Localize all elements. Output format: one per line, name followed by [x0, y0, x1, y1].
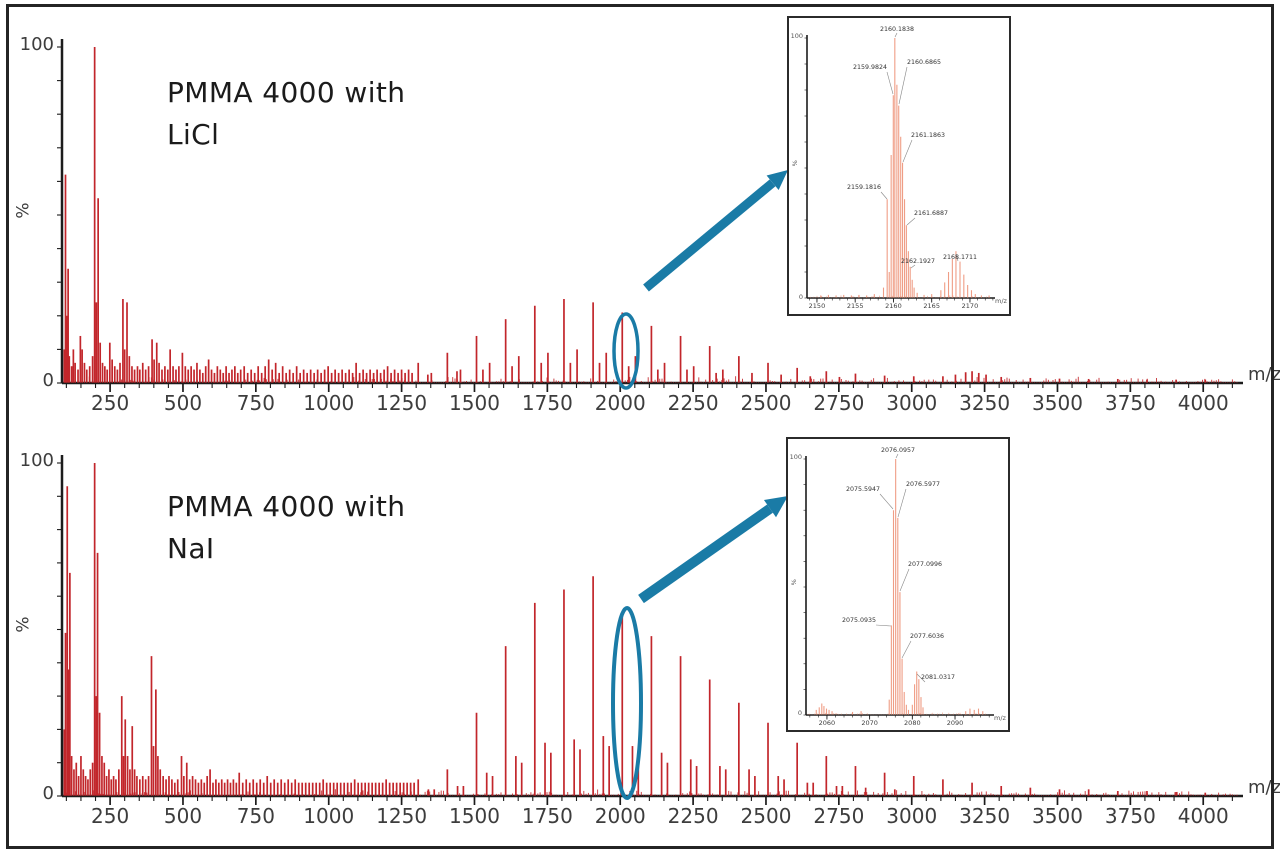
inset-licl-ylabel: % — [790, 160, 799, 167]
peak-annotation: 2076.5977 — [906, 481, 940, 488]
tick-or-peak-label: 1750 — [522, 804, 573, 828]
peak-annotation: 2075.5947 — [846, 486, 880, 493]
tick-or-peak-label: 4000 — [1178, 804, 1229, 828]
tick-or-peak-label: 1500 — [449, 804, 500, 828]
tick-or-peak-label: 2165 — [923, 302, 940, 310]
tick-or-peak-label: 2000 — [595, 391, 646, 415]
y-axis-label-licl: % — [13, 202, 34, 219]
tick-or-peak-label: 3000 — [886, 804, 937, 828]
inset-licl-xlabel: m/z — [995, 297, 1007, 305]
tick-or-peak-label: 2080 — [904, 719, 921, 727]
tick-or-peak-label: 3750 — [1105, 804, 1156, 828]
tick-or-peak-label: 1250 — [376, 804, 427, 828]
tick-or-peak-label: 2090 — [947, 719, 964, 727]
zoom-inset-licl-canvas: 2150 2155 2160 2165 2170 2160.1838 2159.9824 21… — [804, 26, 995, 310]
spectrum-inset-nai: 2060 2070 2080 2090 2076.0957 2075.5947 2076.5… — [803, 447, 994, 727]
tick-or-peak-label: 500 — [164, 391, 202, 415]
tick-or-peak-label: 1250 — [376, 391, 427, 415]
tick-or-peak-label: 1000 — [303, 391, 354, 415]
inset-nai-ylabel: % — [789, 579, 798, 586]
highlight-ellipse-licl — [612, 312, 640, 390]
peak-annotation: 2076.0957 — [881, 447, 915, 454]
inset-licl-ymax-label: 100 — [790, 32, 803, 40]
panel-title-nai: PMMA 4000 with NaI — [167, 486, 405, 570]
tick-or-peak-label: 2170 — [962, 302, 979, 310]
inset-licl-ymin-label: 0 — [798, 293, 803, 301]
zoom-inset-nai-canvas: 2060 2070 2080 2090 2076.0957 2075.5947 2076.5… — [803, 447, 994, 727]
tick-or-peak-label: 2500 — [741, 804, 792, 828]
tick-or-peak-label: 1750 — [522, 391, 573, 415]
peak-annotation: 2160.6865 — [907, 59, 941, 66]
zoom-inset-licl: 2150 2155 2160 2165 2170 2160.1838 2159.9824 21… — [787, 16, 1011, 316]
panel-title-licl: PMMA 4000 with LiCl — [167, 72, 405, 156]
y-min-label-licl: 0 — [42, 370, 54, 391]
tick-or-peak-label: 1000 — [303, 804, 354, 828]
tick-or-peak-label: 500 — [164, 804, 202, 828]
tick-or-peak-label: 2060 — [819, 719, 836, 727]
peak-annotation: 2077.0996 — [908, 561, 942, 568]
peak-annotation: 2159.1816 — [847, 184, 881, 191]
panel-title-licl-line1: PMMA 4000 with — [167, 76, 406, 109]
tick-or-peak-label: 250 — [91, 804, 129, 828]
tick-or-peak-label: 4000 — [1178, 391, 1229, 415]
inset-nai-xlabel: m/z — [994, 714, 1006, 722]
tick-or-peak-label: 3500 — [1032, 391, 1083, 415]
x-axis-label-licl: m/z — [1248, 364, 1280, 385]
tick-or-peak-label: 2500 — [741, 391, 792, 415]
x-axis-label-nai: m/z — [1248, 777, 1280, 798]
y-max-label-nai: 100 — [19, 450, 54, 471]
peak-annotation: 2075.0935 — [842, 617, 876, 624]
peak-annotation: 2077.6036 — [910, 633, 944, 640]
tick-or-peak-label: 2150 — [809, 302, 826, 310]
tick-or-peak-label: 3000 — [886, 391, 937, 415]
peak-annotation: 2168.1711 — [943, 254, 977, 261]
panel-title-nai-line1: PMMA 4000 with — [167, 490, 406, 523]
spectrum-inset-licl: 2150 2155 2160 2165 2170 2160.1838 2159.9824 21… — [804, 26, 995, 310]
panel-title-nai-line2: NaI — [167, 532, 215, 565]
tick-or-peak-label: 1500 — [449, 391, 500, 415]
peak-annotation: 2162.1927 — [901, 258, 935, 265]
zoom-arrow-nai — [638, 496, 788, 604]
tick-or-peak-label: 750 — [237, 804, 275, 828]
tick-or-peak-label: 3750 — [1105, 391, 1156, 415]
inset-nai-ymax-label: 100 — [789, 453, 802, 461]
peak-annotation: 2161.6887 — [914, 210, 948, 217]
y-min-label-nai: 0 — [42, 783, 54, 804]
tick-or-peak-label: 3250 — [959, 391, 1010, 415]
inset-nai-ymin-label: 0 — [797, 709, 802, 717]
panel-title-licl-line2: LiCl — [167, 118, 220, 151]
tick-or-peak-label: 2160 — [885, 302, 902, 310]
tick-or-peak-label: 250 — [91, 391, 129, 415]
tick-or-peak-label: 2070 — [861, 719, 878, 727]
tick-or-peak-label: 2750 — [813, 391, 864, 415]
tick-or-peak-label: 750 — [237, 391, 275, 415]
tick-or-peak-label: 2250 — [668, 391, 719, 415]
zoom-arrow-licl — [643, 170, 788, 292]
tick-or-peak-label: 3250 — [959, 804, 1010, 828]
spectrum-nai: 250 500 750 1000 1250 1500 1750 2000 2250 2500 275… — [57, 455, 1243, 828]
y-axis-label-nai: % — [13, 616, 34, 633]
highlight-overlay — [611, 170, 788, 800]
y-max-label-licl: 100 — [19, 34, 54, 55]
tick-or-peak-label: 3500 — [1032, 804, 1083, 828]
spectrum-licl: 250 500 750 1000 1250 1500 1750 2000 2250 2500 275… — [57, 39, 1243, 415]
peak-annotation: 2159.9824 — [853, 64, 887, 71]
peak-annotation: 2081.0317 — [921, 674, 955, 681]
peak-annotation: 2161.1863 — [911, 132, 945, 139]
highlight-ellipse-nai — [611, 606, 643, 800]
tick-or-peak-label: 2000 — [595, 804, 646, 828]
zoom-inset-nai: 2060 2070 2080 2090 2076.0957 2075.5947 2076.5… — [786, 437, 1010, 732]
tick-or-peak-label: 2250 — [668, 804, 719, 828]
tick-or-peak-label: 2155 — [847, 302, 864, 310]
tick-or-peak-label: 2750 — [813, 804, 864, 828]
peak-annotation: 2160.1838 — [880, 26, 914, 33]
